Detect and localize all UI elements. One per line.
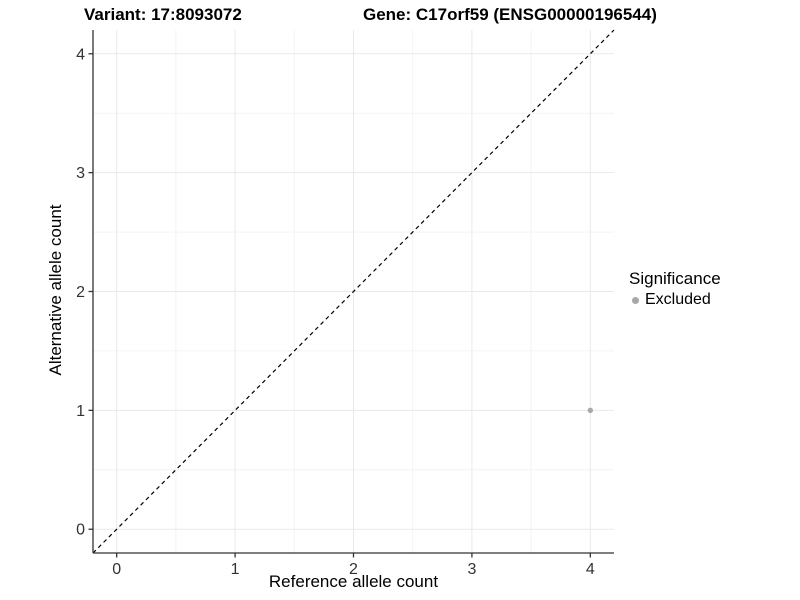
legend: Significance Excluded xyxy=(629,269,721,309)
y-axis-title: Alternative allele count xyxy=(46,204,65,376)
x-tick-label: 4 xyxy=(586,561,595,578)
y-tick-label: 1 xyxy=(76,403,85,420)
x-tick-label: 1 xyxy=(231,561,240,578)
identity-line xyxy=(92,29,615,554)
legend-title: Significance xyxy=(629,269,721,288)
x-tick-label: 0 xyxy=(112,561,121,578)
legend-item-label: Excluded xyxy=(645,291,711,308)
x-axis-title: Reference allele count xyxy=(268,572,439,591)
gene-title: Gene: C17orf59 (ENSG00000196544) xyxy=(363,5,657,24)
x-tick-label: 2 xyxy=(349,561,358,578)
y-tick-label: 4 xyxy=(76,46,85,63)
variant-title: Variant: 17:8093072 xyxy=(84,5,242,24)
legend-item-excluded: Excluded xyxy=(629,291,721,309)
y-tick-label: 0 xyxy=(76,522,85,539)
x-tick-label: 3 xyxy=(467,561,476,578)
data-point xyxy=(587,407,594,414)
excluded-point-swatch xyxy=(632,296,639,304)
y-tick-label: 2 xyxy=(76,284,85,301)
y-tick-label: 3 xyxy=(76,165,85,182)
